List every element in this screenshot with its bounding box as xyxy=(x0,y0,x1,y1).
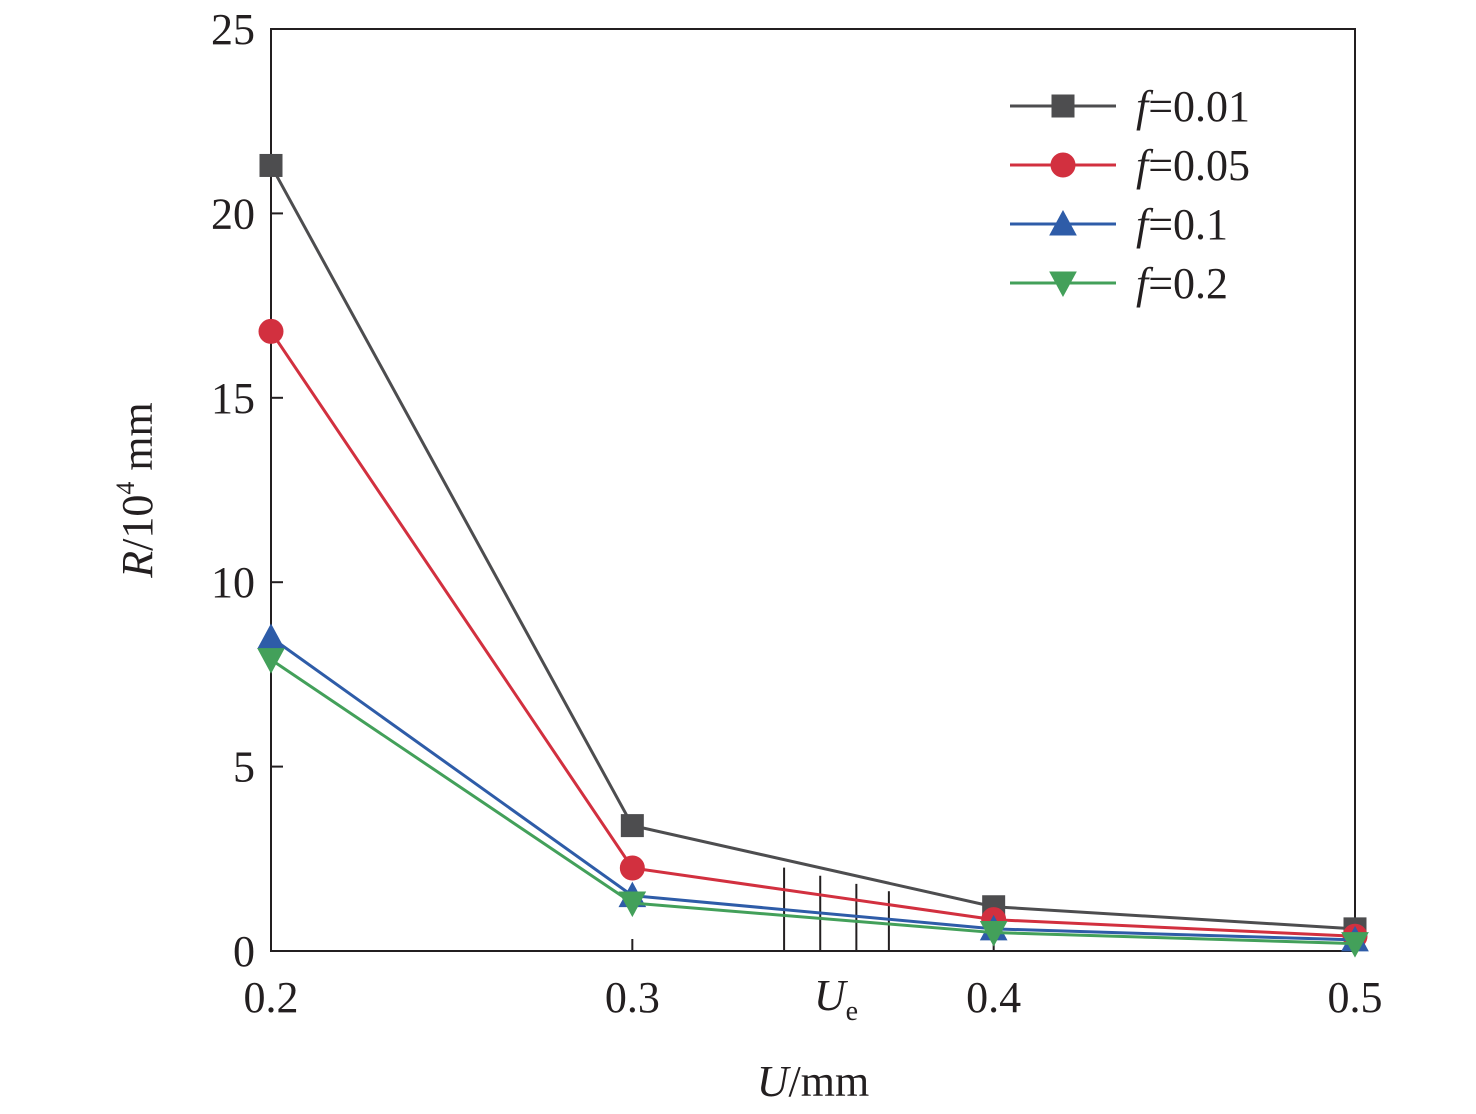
legend-item: f=0.05 xyxy=(1010,141,1250,190)
legend: f=0.01 f=0.05 f=0.1 f=0.2 xyxy=(1010,82,1250,308)
series-group xyxy=(257,153,1369,958)
legend-item: f=0.1 xyxy=(1010,200,1228,249)
legend-marker xyxy=(1051,94,1075,118)
legend-label: f=0.1 xyxy=(1136,200,1228,249)
y-tick-label: 0 xyxy=(233,927,255,976)
annotation-var: U xyxy=(814,971,849,1020)
y-axis-unit-prefix: /10 xyxy=(113,495,162,551)
legend-marker xyxy=(1049,271,1077,298)
y-tick-label: 15 xyxy=(211,374,255,423)
series-f=0.1 xyxy=(257,623,1369,952)
x-tick-label: 0.3 xyxy=(605,973,660,1022)
data-point xyxy=(618,891,647,918)
y-tick-label: 25 xyxy=(211,5,255,54)
y-axis-unit-suffix: mm xyxy=(113,402,162,481)
x-tick-label: 0.5 xyxy=(1328,973,1383,1022)
y-axis: 0 5 10 15 20 25 xyxy=(211,5,283,976)
x-tick-label: 0.2 xyxy=(244,973,299,1022)
x-axis-title: U/mm xyxy=(757,1057,869,1106)
legend-item: f=0.2 xyxy=(1010,259,1228,308)
data-point xyxy=(257,623,285,650)
y-tick-label: 20 xyxy=(211,189,255,238)
y-axis-unit-exp: 4 xyxy=(111,482,140,495)
x-axis: 0.2 0.3 0.4 0.5 xyxy=(244,939,1383,1022)
x-axis-unit: /mm xyxy=(789,1057,870,1106)
data-point xyxy=(259,153,283,177)
annotation-sub: e xyxy=(846,996,858,1027)
data-point xyxy=(257,648,285,674)
data-point xyxy=(979,921,1008,947)
legend-label: f=0.05 xyxy=(1136,141,1250,190)
x-tick-label: 0.4 xyxy=(966,973,1021,1022)
legend-value: =0.05 xyxy=(1148,141,1250,190)
legend-marker xyxy=(1049,209,1077,236)
y-axis-title: R/104 mm xyxy=(111,402,162,579)
legend-value: =0.1 xyxy=(1148,200,1228,249)
data-point xyxy=(620,814,644,838)
series-line xyxy=(269,164,1356,931)
y-tick-label: 5 xyxy=(233,743,255,792)
series-line xyxy=(270,658,1356,946)
data-point xyxy=(258,318,284,344)
legend-label: f=0.01 xyxy=(1136,82,1250,131)
series-f=0.05 xyxy=(258,318,1368,949)
x-axis-var: U xyxy=(757,1057,792,1106)
series-line xyxy=(269,330,1356,938)
legend-value: =0.2 xyxy=(1148,259,1228,308)
data-point xyxy=(1341,932,1369,958)
legend-label: f=0.2 xyxy=(1136,259,1228,308)
legend-value: =0.01 xyxy=(1148,82,1250,131)
legend-item: f=0.01 xyxy=(1010,82,1250,131)
y-axis-var: R xyxy=(113,551,162,579)
series-f=0.2 xyxy=(257,648,1369,958)
annotation-label: Ue xyxy=(814,971,858,1027)
series-line xyxy=(270,636,1356,942)
legend-marker xyxy=(1050,152,1076,178)
plot-frame xyxy=(270,28,1356,952)
y-tick-label: 10 xyxy=(211,558,255,607)
data-point xyxy=(619,855,645,881)
